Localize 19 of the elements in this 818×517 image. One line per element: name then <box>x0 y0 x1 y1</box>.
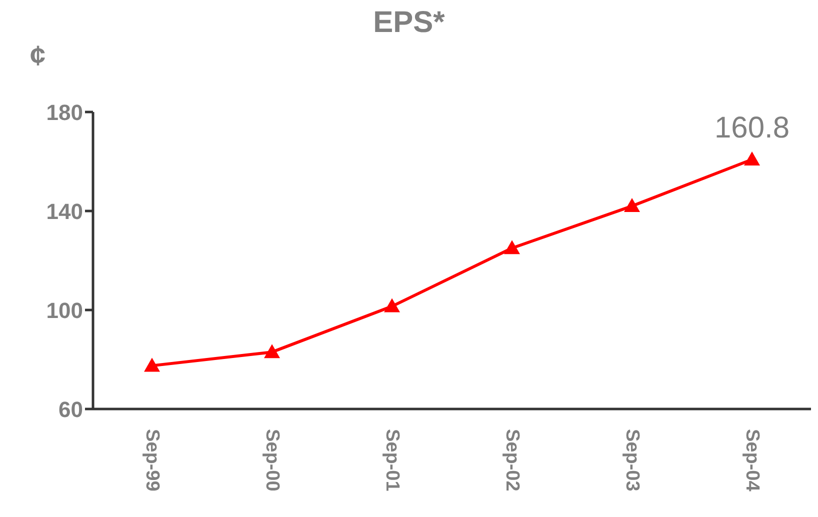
point <box>624 198 640 212</box>
y-tick-label: 140 <box>46 198 83 224</box>
x-tick-label: Sep-00 <box>262 429 282 492</box>
point <box>384 298 400 312</box>
x-tick-label: Sep-03 <box>622 429 642 492</box>
point <box>744 152 760 166</box>
point <box>504 240 520 254</box>
point <box>264 344 280 358</box>
x-tick-label: Sep-99 <box>142 429 162 492</box>
y-tick-label: 100 <box>46 298 83 323</box>
x-tick-label: Sep-04 <box>742 429 762 492</box>
data-label: 160.8 <box>714 112 790 145</box>
x-tick-label: Sep-02 <box>502 429 522 492</box>
chart-title: EPS* <box>372 6 446 40</box>
y-tick-label: 60 <box>58 396 83 422</box>
x-tick-label: Sep-01 <box>382 429 402 492</box>
point <box>144 358 160 372</box>
y-axis-title: ¢ <box>30 40 46 72</box>
y-tick-label: 180 <box>46 100 83 125</box>
